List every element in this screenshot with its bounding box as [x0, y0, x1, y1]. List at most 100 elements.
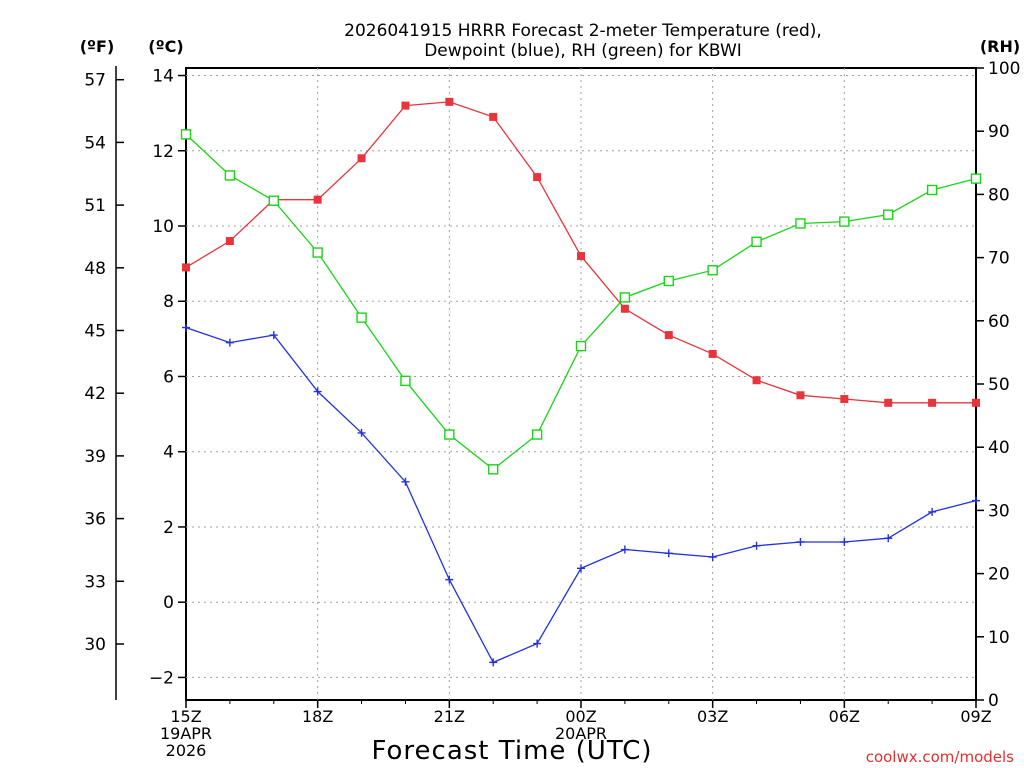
temperature-point — [840, 395, 849, 404]
rh-tick-label: 90 — [988, 122, 1010, 142]
dewpoint-point — [972, 496, 980, 505]
temperature-point — [620, 304, 629, 313]
rh-tick-label: 10 — [988, 628, 1010, 648]
time-tick-label: 21Z — [434, 707, 465, 726]
fahrenheit-tick-label: 30 — [84, 635, 106, 655]
rh-tick-label: 80 — [988, 185, 1010, 205]
rh-point — [926, 184, 938, 196]
dewpoint-point — [445, 575, 454, 584]
time-tick-label: 20APR — [555, 724, 607, 743]
dewpoint-point — [182, 323, 190, 332]
rh-point — [356, 312, 367, 323]
dewpoint-point — [928, 507, 937, 516]
rh-point — [663, 275, 674, 287]
celsius-tick-label: 10 — [152, 217, 174, 237]
rh-point — [795, 218, 806, 229]
celsius-tick-label: 4 — [163, 443, 174, 463]
rh-point — [224, 170, 236, 181]
fahrenheit-tick-label: 33 — [84, 572, 106, 592]
temperature-point — [752, 376, 761, 385]
time-tick-label: 00Z — [565, 707, 596, 726]
rh-point — [488, 464, 499, 475]
time-tick-label: 15Z — [170, 707, 201, 726]
temperature-point — [796, 391, 805, 400]
rh-line — [185, 133, 977, 471]
celsius-unit-label: (ºC) — [148, 37, 183, 56]
rh-tick-label: 20 — [988, 565, 1010, 585]
rh-point — [268, 195, 279, 206]
dewpoint-point — [225, 338, 234, 347]
fahrenheit-tick-label: 54 — [84, 133, 106, 153]
celsius-tick-label: 14 — [152, 67, 174, 87]
chart-title-line2: Dewpoint (blue), RH (green) for KBWI — [424, 41, 742, 61]
fahrenheit-tick-label: 51 — [84, 196, 106, 216]
dewpoint-point — [577, 564, 585, 573]
celsius-tick-label: 6 — [163, 367, 174, 387]
credit-text: coolwx.com/models — [866, 748, 1014, 766]
dewpoint-point — [313, 387, 322, 396]
rh-point — [444, 429, 455, 440]
temperature-point — [357, 154, 366, 163]
rh-point — [400, 375, 411, 387]
dewpoint-point — [664, 549, 673, 558]
celsius-tick-label: 0 — [163, 593, 174, 613]
time-tick-label: 06Z — [829, 707, 860, 726]
rh-point — [751, 236, 762, 248]
rh-point — [180, 129, 192, 140]
rh-point — [707, 265, 718, 276]
temperature-point — [401, 101, 410, 110]
rh-point — [312, 247, 323, 258]
temperature-point — [708, 349, 717, 358]
dewpoint-point — [357, 428, 366, 437]
series-layer — [180, 97, 982, 667]
rh-tick-label: 40 — [988, 438, 1010, 458]
temperature-point — [884, 398, 893, 407]
celsius-tick-label: 12 — [152, 142, 174, 162]
dewpoint-point — [489, 658, 498, 667]
temperature-point — [664, 331, 673, 340]
dewpoint-point — [884, 534, 893, 543]
temperature-point — [928, 398, 937, 407]
rh-point — [970, 173, 982, 184]
rh-point — [883, 209, 894, 220]
temperature-point — [182, 263, 190, 272]
plot-frame — [185, 67, 977, 701]
fahrenheit-tick-label: 48 — [84, 259, 106, 279]
rh-tick-label: 60 — [988, 312, 1010, 332]
celsius-tick-label: 2 — [163, 518, 174, 538]
dewpoint-point — [269, 331, 278, 340]
temperature-point — [577, 252, 585, 261]
fahrenheit-tick-label: 39 — [84, 447, 106, 467]
dewpoint-point — [708, 553, 717, 562]
rh-tick-label: 0 — [988, 691, 999, 711]
rh-point — [839, 216, 850, 227]
dewpoint-point — [401, 477, 410, 486]
grid-layer — [186, 68, 976, 700]
rh-point — [575, 340, 587, 352]
time-tick-label: 18Z — [302, 707, 333, 726]
temperature-point — [445, 97, 454, 106]
rh-point — [531, 429, 543, 440]
dewpoint-point — [796, 538, 805, 546]
axis-layer: −2 0 2 4 6 8 10 12 14 30 33 36 39 42 45 48 51 54 57 0 10 20 30… — [84, 59, 1020, 760]
fahrenheit-tick-label: 36 — [84, 510, 106, 530]
fahrenheit-tick-label: 42 — [84, 384, 106, 404]
temperature-point — [533, 173, 542, 182]
fahrenheit-tick-label: 57 — [84, 71, 106, 91]
rh-tick-label: 70 — [988, 249, 1010, 269]
celsius-tick-label: −2 — [149, 668, 174, 688]
dewpoint-point — [620, 545, 629, 554]
rh-point — [619, 292, 631, 303]
time-tick-label: 19APR — [160, 724, 212, 743]
time-tick-label: 2026 — [166, 741, 207, 760]
temperature-point — [313, 195, 322, 204]
rh-tick-label: 100 — [988, 59, 1020, 79]
dewpoint-point — [840, 538, 849, 546]
celsius-tick-label: 8 — [163, 292, 174, 312]
rh-unit-label: (RH) — [980, 37, 1020, 56]
x-axis-title: Forecast Time (UTC) — [371, 736, 652, 766]
dewpoint-point — [533, 639, 542, 648]
temperature-point — [489, 112, 498, 121]
time-tick-label: 09Z — [960, 707, 991, 726]
